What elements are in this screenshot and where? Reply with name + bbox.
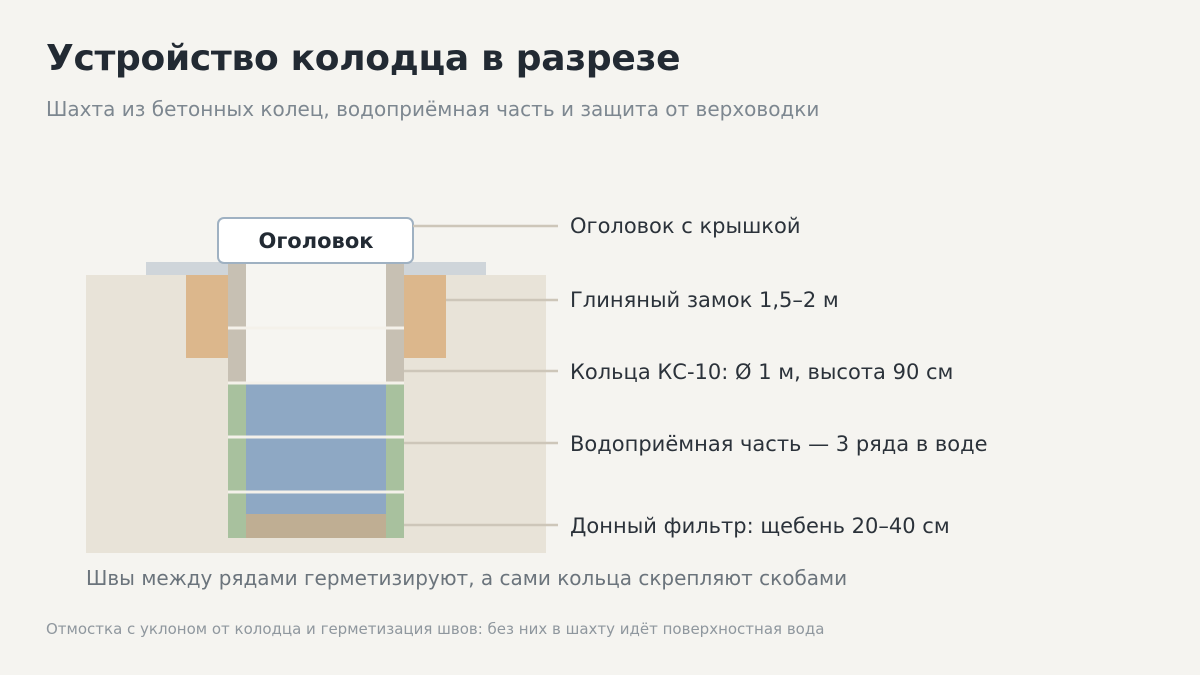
clay-lock-left [186, 275, 228, 358]
ring-wall-upper-left [228, 262, 246, 382]
head-box [217, 217, 414, 264]
callout-head: Оголовок с крышкой [570, 214, 800, 238]
callout-bottom-filter: Донный фильтр: щебень 20–40 см [570, 514, 950, 538]
head-box-label: Оголовок [258, 229, 373, 253]
diagram-caption: Швы между рядами герметизируют, а сами к… [86, 566, 848, 590]
footnote: Отмостка с уклоном от колодца и герметиз… [46, 620, 825, 638]
gravel-bottom-filter [246, 514, 386, 538]
ring-wall-lower-left [228, 384, 246, 538]
callout-clay-lock: Глиняный замок 1,5–2 м [570, 288, 839, 312]
callout-rings: Кольца КС-10: Ø 1 м, высота 90 см [570, 360, 953, 384]
water-intake [246, 384, 386, 514]
ring-wall-lower-right [386, 384, 404, 538]
ring-wall-upper-right [386, 262, 404, 382]
callout-water-intake: Водоприёмная часть — 3 ряда в воде [570, 432, 988, 456]
blind-area-right [404, 262, 486, 275]
page-subtitle: Шахта из бетонных колец, водоприёмная ча… [46, 97, 820, 121]
blind-area-left [146, 262, 228, 275]
page-title: Устройство колодца в разрезе [46, 38, 681, 79]
clay-lock-right [404, 275, 446, 358]
shaft-interior [246, 262, 386, 384]
